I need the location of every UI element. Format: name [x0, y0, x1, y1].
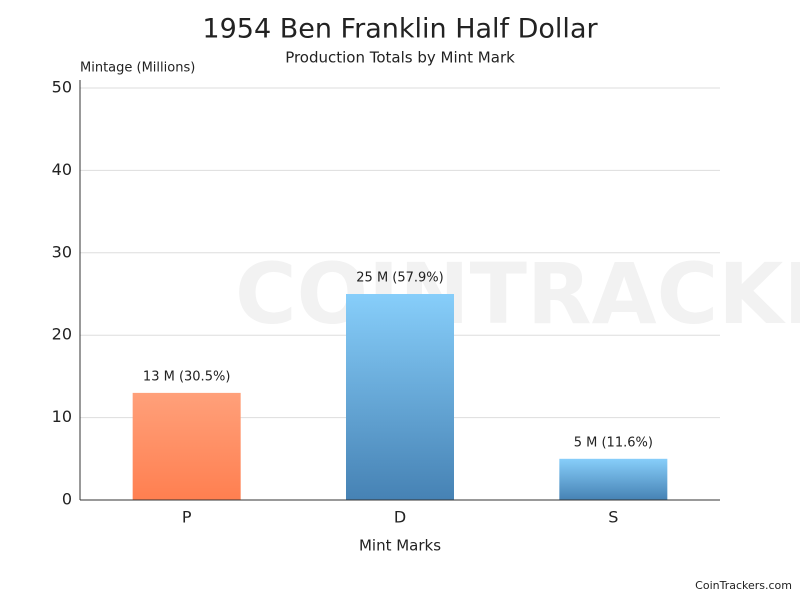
bar	[346, 294, 454, 500]
chart-subtitle: Production Totals by Mint Mark	[285, 49, 515, 67]
data-label: 13 M (30.5%)	[143, 369, 230, 384]
x-axis-label: Mint Marks	[359, 537, 441, 555]
y-tick-label: 30	[52, 242, 72, 261]
y-tick-label: 50	[52, 78, 72, 97]
bar	[133, 393, 241, 500]
x-tick-label: D	[394, 508, 406, 527]
y-tick-label: 40	[52, 160, 72, 179]
y-tick-label: 10	[52, 407, 72, 426]
data-label: 5 M (11.6%)	[574, 435, 653, 450]
chart-title: 1954 Ben Franklin Half Dollar	[202, 14, 598, 45]
credit: CoinTrackers.com	[695, 579, 792, 592]
data-label: 25 M (57.9%)	[356, 271, 443, 286]
y-axis-label: Mintage (Millions)	[80, 61, 195, 76]
y-tick-label: 20	[52, 325, 72, 344]
bar	[559, 459, 667, 500]
watermark: COINTRACKERS	[235, 245, 800, 343]
x-tick-label: P	[182, 508, 192, 527]
y-tick-label: 0	[62, 490, 72, 509]
x-tick-label: S	[608, 508, 618, 527]
